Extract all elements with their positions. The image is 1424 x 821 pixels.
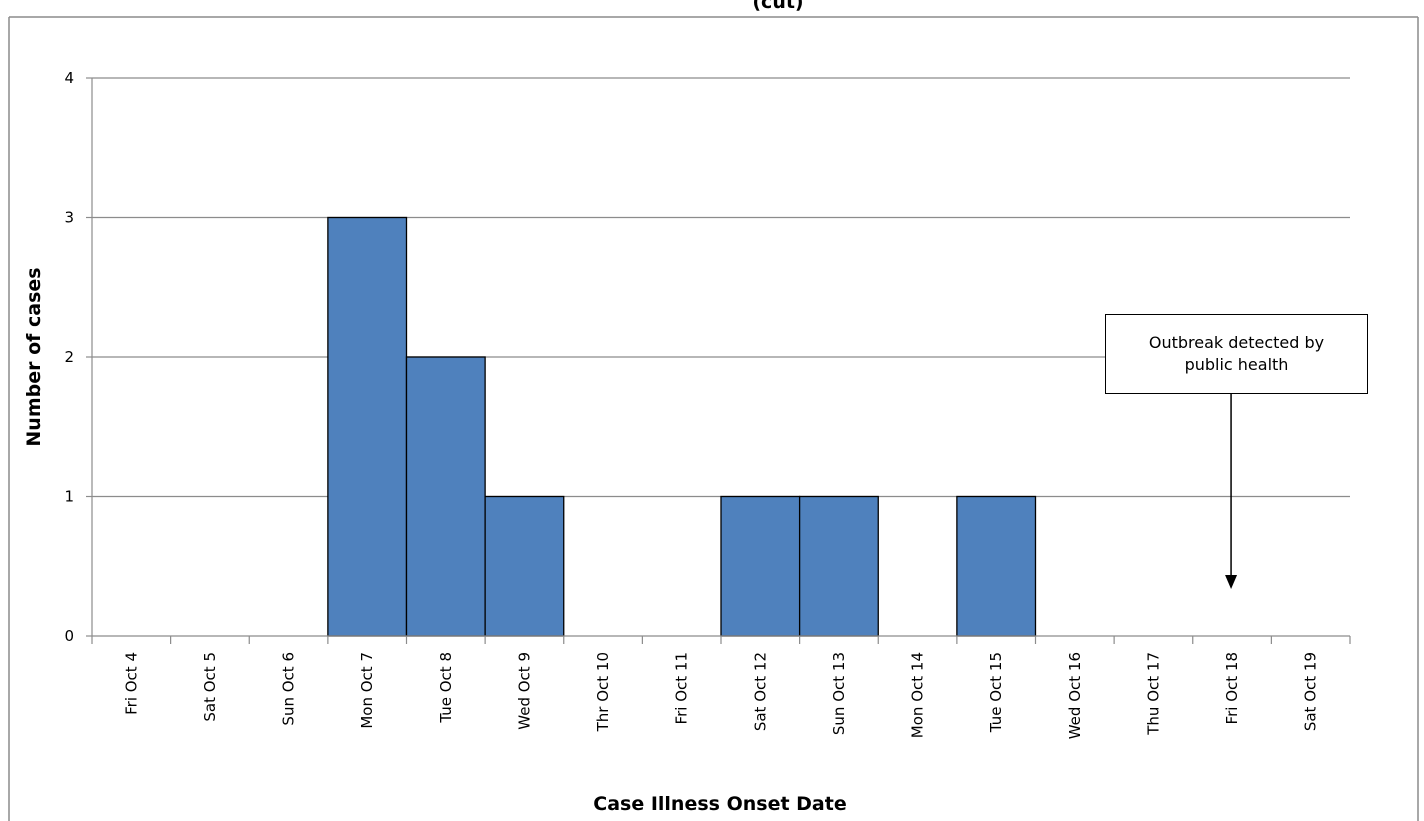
bar-3 xyxy=(327,216,408,637)
x-tick-label-10: Mon Oct 14 xyxy=(909,652,927,738)
x-tick-labels: Fri Oct 4 Sat Oct 5 Sun Oct 6 Mon Oct 7 Tue … xyxy=(122,652,1319,739)
x-tick-label-2: Sun Oct 6 xyxy=(280,652,298,726)
y-tick-label-1: 1 xyxy=(64,488,74,506)
bars xyxy=(327,216,1037,637)
annotation-arrow-head xyxy=(1225,575,1238,589)
annotation-text: Outbreak detected by public health xyxy=(1148,333,1325,374)
x-tick-label-12: Wed Oct 16 xyxy=(1066,652,1084,739)
y-tick-label-2: 2 xyxy=(64,348,74,366)
x-tick-label-8: Sat Oct 12 xyxy=(751,652,769,731)
x-tick-label-1: Sat Oct 5 xyxy=(201,652,219,722)
y-tick-label-4: 4 xyxy=(64,69,74,87)
axes xyxy=(86,77,1351,644)
annotation-box: Outbreak detected by public health xyxy=(1105,314,1368,394)
x-tick-label-6: Thr Oct 10 xyxy=(594,652,612,732)
bar-9 xyxy=(798,495,879,637)
x-tick-label-9: Sun Oct 13 xyxy=(830,652,848,735)
bar-11 xyxy=(956,495,1037,637)
x-axis-title: Case Illness Onset Date xyxy=(593,793,846,815)
x-tick-label-3: Mon Oct 7 xyxy=(358,652,376,729)
y-tick-label-0: 0 xyxy=(64,627,74,645)
y-axis-title: Number of cases xyxy=(23,267,45,446)
x-tick-label-15: Sat Oct 19 xyxy=(1302,652,1320,731)
chart-title: (cut) xyxy=(752,0,803,13)
bar-5 xyxy=(484,495,565,637)
x-tick-label-7: Fri Oct 11 xyxy=(673,652,691,724)
x-tick-label-4: Tue Oct 8 xyxy=(437,652,455,724)
x-tick-label-0: Fri Oct 4 xyxy=(122,652,140,715)
annotation-arrow xyxy=(1225,394,1238,589)
y-tick-label-3: 3 xyxy=(64,209,74,227)
x-tick-label-14: Fri Oct 18 xyxy=(1223,652,1241,724)
bar-4 xyxy=(405,356,486,637)
x-tick-label-13: Thu Oct 17 xyxy=(1144,652,1162,736)
y-tick-labels: 0 1 2 3 4 xyxy=(64,69,74,645)
x-tick-label-5: Wed Oct 9 xyxy=(515,652,533,730)
bar-8 xyxy=(720,495,801,637)
gridlines xyxy=(92,77,1350,498)
x-tick-label-11: Tue Oct 15 xyxy=(987,652,1005,733)
